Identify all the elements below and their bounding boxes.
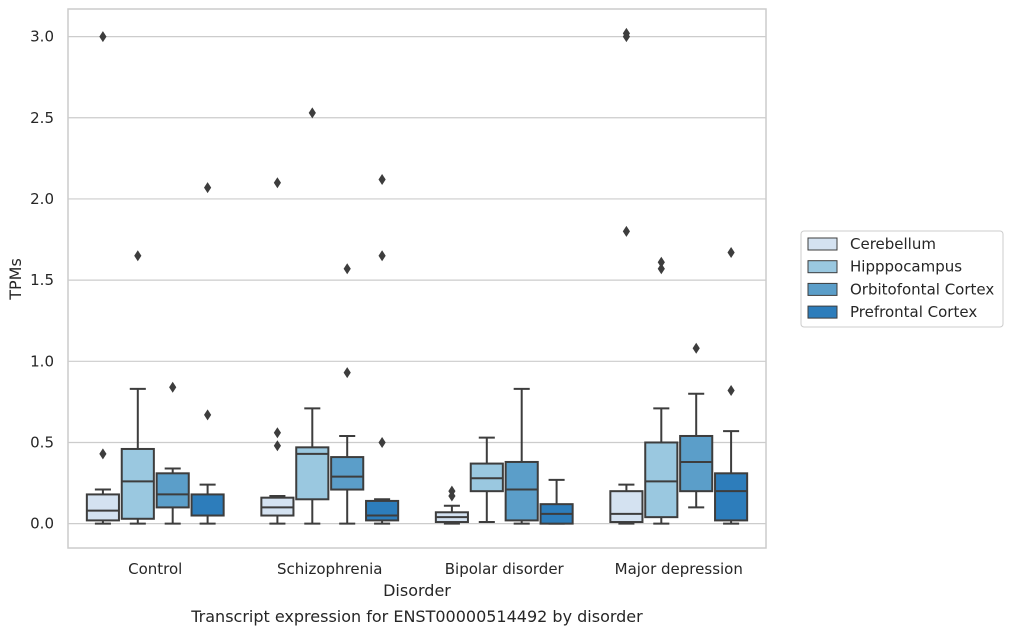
box-layer <box>85 27 749 525</box>
legend-label: Prefrontal Cortex <box>850 303 977 321</box>
x-tick-label: Major depression <box>615 560 743 578</box>
legend-label: Orbitofontal Cortex <box>850 280 994 298</box>
box-iqr <box>85 493 120 522</box>
box-orbitofontal-cortex <box>330 263 365 525</box>
outlier-point <box>273 177 281 189</box>
box-iqr <box>679 434 714 493</box>
box-cerebellum <box>85 31 120 525</box>
outlier-point <box>273 427 281 439</box>
box-iqr <box>504 460 539 522</box>
outlier-point <box>622 225 630 237</box>
outlier-point <box>378 173 386 185</box>
outlier-point <box>204 409 212 421</box>
box-prefrontal-cortex <box>714 247 749 525</box>
y-tick-label: 2.5 <box>30 109 54 127</box>
box-iqr <box>190 493 225 517</box>
outlier-point <box>99 448 107 460</box>
legend-swatch <box>807 305 838 319</box>
outlier-point <box>378 436 386 448</box>
outlier-point <box>622 27 630 39</box>
outlier-point <box>99 31 107 43</box>
legend-label: Cerebellum <box>850 235 936 253</box>
outlier-point <box>657 256 665 268</box>
box-iqr <box>155 472 190 509</box>
y-tick-label: 0.0 <box>30 515 54 533</box>
box-orbitofontal-cortex <box>679 342 714 509</box>
legend-items: Cerebellum Hipppocampus Orbitofontal Corte… <box>807 235 994 321</box>
outlier-point <box>343 263 351 275</box>
box-prefrontal-cortex <box>190 182 225 525</box>
box-orbitofontal-cortex <box>504 387 539 525</box>
box-hipppocampus <box>644 256 679 525</box>
legend-swatch <box>807 237 838 251</box>
outlier-point <box>204 182 212 194</box>
y-tick-labels: 0.0 0.5 1.0 1.5 2.0 2.5 3.0 <box>30 28 54 533</box>
y-tick-label: 2.0 <box>30 190 54 208</box>
box-iqr <box>714 472 749 522</box>
legend: Cerebellum Hipppocampus Orbitofontal Corte… <box>800 230 1004 328</box>
x-tick-label: Control <box>128 560 182 578</box>
y-tick-label: 1.0 <box>30 352 54 370</box>
x-tick-label: Schizophrenia <box>277 560 382 578</box>
box-cerebellum <box>434 485 469 525</box>
y-tick-label: 3.0 <box>30 28 54 46</box>
box-cerebellum <box>609 27 644 525</box>
outlier-point <box>378 250 386 262</box>
outlier-point <box>692 342 700 354</box>
y-axis-label: TPMs <box>6 258 25 301</box>
grid-layer <box>68 35 766 525</box>
outlier-point <box>134 250 142 262</box>
box-iqr <box>609 490 644 524</box>
box-prefrontal-cortex <box>539 478 574 525</box>
box-iqr <box>295 446 330 501</box>
outlier-point <box>657 263 665 275</box>
box-iqr <box>644 441 679 519</box>
chart-caption: Transcript expression for ENST0000051449… <box>190 607 643 626</box>
outlier-point <box>727 247 735 259</box>
box-hipppocampus <box>120 250 155 525</box>
box-iqr <box>330 456 365 491</box>
x-tick-labels: Control Schizophrenia Bipolar disorder Majo… <box>128 560 743 578</box>
plot-frame <box>67 8 767 549</box>
box-prefrontal-cortex <box>365 173 400 525</box>
y-tick-label: 1.5 <box>30 271 54 289</box>
legend-label: Hipppocampus <box>850 258 962 276</box>
box-iqr <box>120 447 155 520</box>
box-iqr <box>365 499 400 522</box>
box-orbitofontal-cortex <box>155 381 190 525</box>
legend-swatch <box>807 282 838 296</box>
outlier-point <box>308 107 316 119</box>
box-hipppocampus <box>469 436 504 524</box>
y-tick-label: 0.5 <box>30 433 54 451</box>
outlier-point <box>448 485 456 497</box>
outlier-point <box>273 440 281 452</box>
legend-frame <box>800 230 1004 328</box>
x-tick-label: Bipolar disorder <box>445 560 565 578</box>
outlier-point <box>727 385 735 397</box>
x-axis-label: Disorder <box>383 581 451 600</box>
box-cerebellum <box>260 177 295 525</box>
outlier-point <box>169 381 177 393</box>
box-hipppocampus <box>295 107 330 525</box>
legend-swatch <box>807 260 838 274</box>
outlier-point <box>343 367 351 379</box>
